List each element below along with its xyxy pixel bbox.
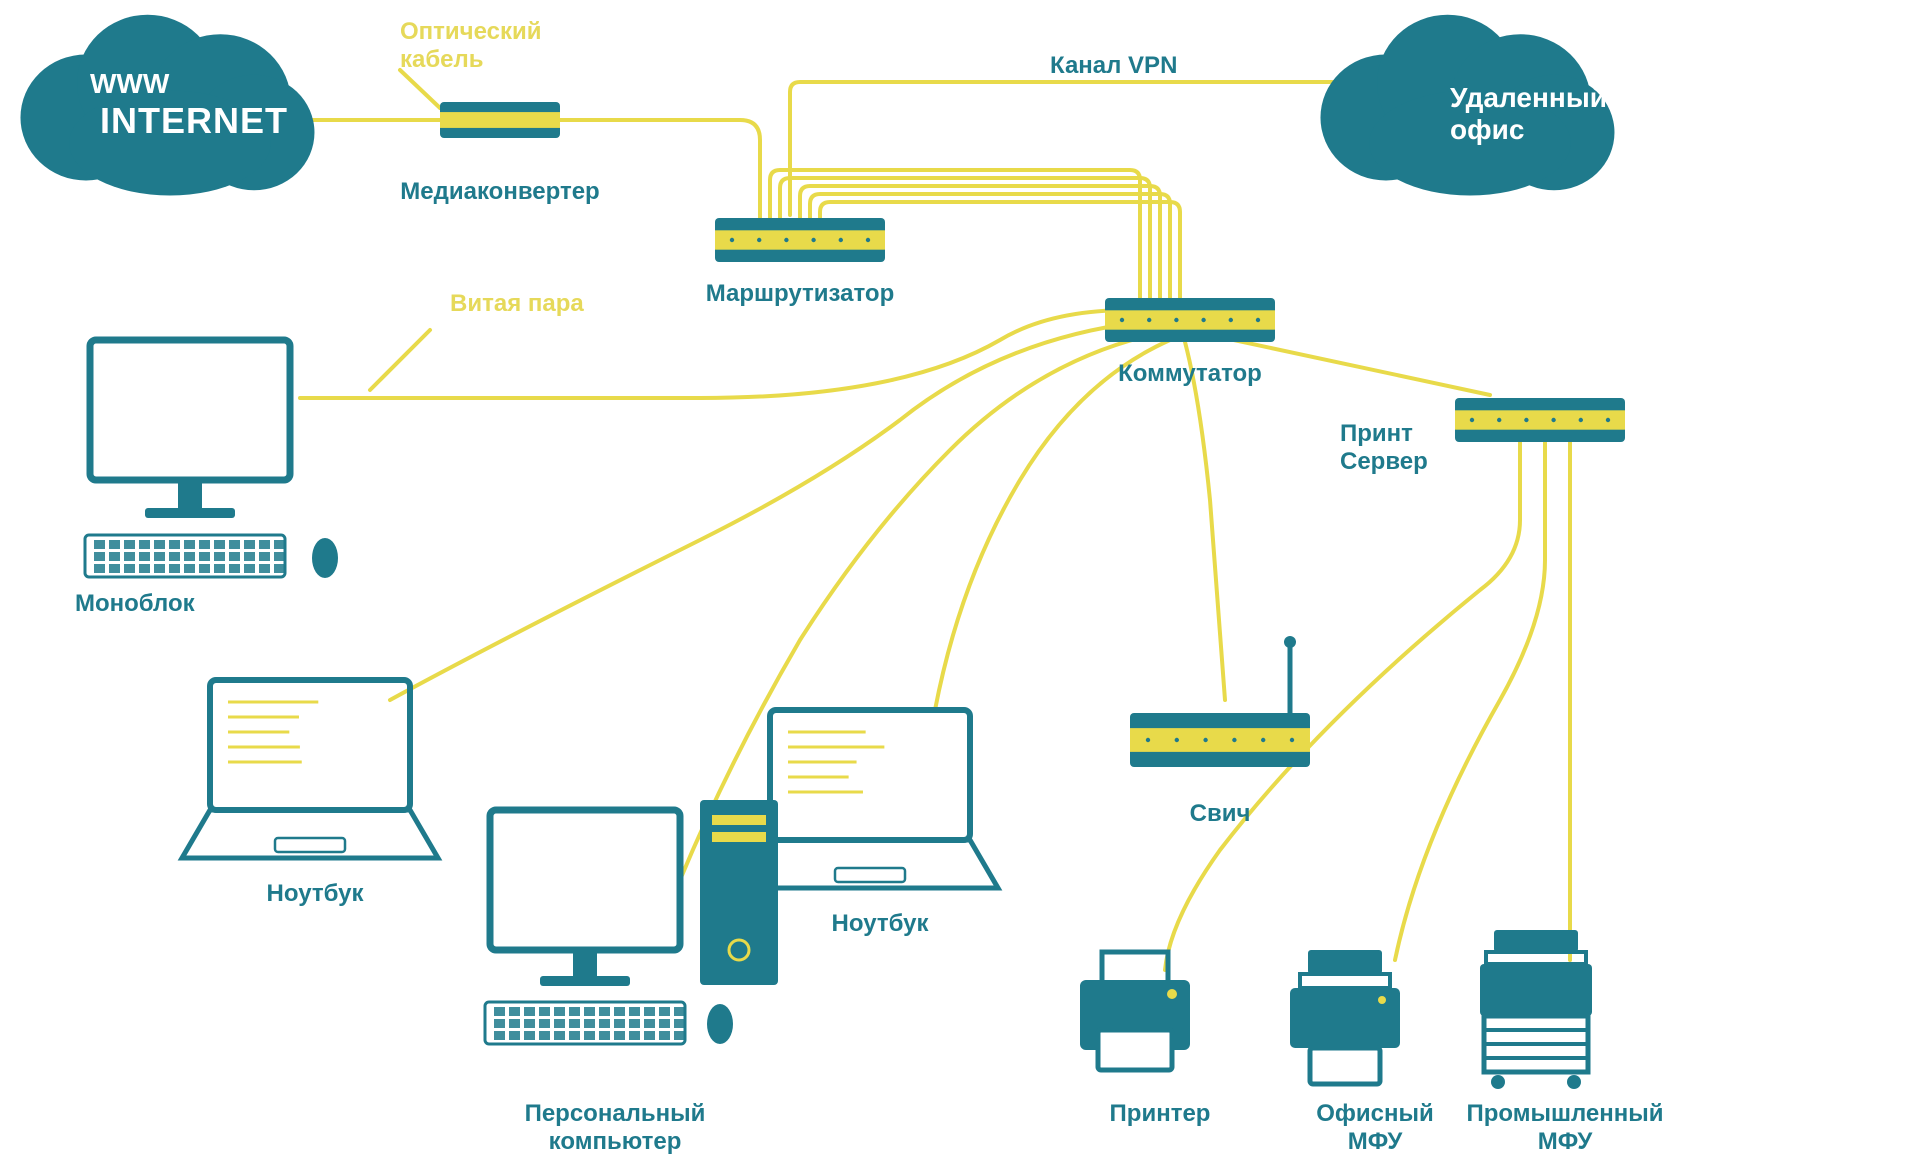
- internet-cloud-line1: WWW: [90, 68, 169, 100]
- remote-office-line1: Удаленный: [1450, 82, 1607, 114]
- pc-label-1: Персональный: [525, 1100, 706, 1128]
- router-label: Маршрутизатор: [706, 280, 895, 308]
- vpn-channel-label: Канал VPN: [1050, 52, 1177, 80]
- device-layer: [0, 0, 1920, 1168]
- wifi-switch-label: Свич: [1190, 800, 1251, 828]
- office-mfp-icon: [1290, 950, 1400, 1084]
- print-server-label-2: Сервер: [1340, 448, 1428, 476]
- laptop1-label: Ноутбук: [267, 880, 364, 908]
- monoblock-icon: [85, 340, 338, 578]
- desktop-pc-icon: [485, 800, 778, 1044]
- wifi-switch-icon: [1130, 713, 1310, 767]
- media-converter-label: Медиаконвертер: [400, 178, 599, 206]
- internet-cloud-line2: INTERNET: [100, 100, 288, 141]
- router-icon: [715, 218, 885, 262]
- laptop2-label: Ноутбук: [832, 910, 929, 938]
- print-server-label-1: Принт: [1340, 420, 1413, 448]
- printer-label: Принтер: [1110, 1100, 1211, 1128]
- network-diagram: WWW INTERNET Удаленный офис Оптический к…: [0, 0, 1920, 1168]
- print-server-icon: [1455, 398, 1625, 442]
- remote-office-line2: офис: [1450, 114, 1524, 146]
- media-converter-icon: [440, 102, 560, 138]
- fiber-cable-label: Оптический кабель: [400, 18, 542, 73]
- printer-icon: [1080, 952, 1190, 1070]
- office-mfp-label-1: Офисный: [1316, 1100, 1434, 1128]
- industrial-mfp-label-1: Промышленный: [1466, 1100, 1663, 1128]
- office-mfp-label-2: МФУ: [1348, 1128, 1403, 1156]
- laptop1-icon: [182, 680, 438, 858]
- laptop2-icon: [742, 710, 998, 888]
- core-switch-icon: [1105, 298, 1275, 342]
- industrial-mfp-label-2: МФУ: [1538, 1128, 1593, 1156]
- twisted-pair-label: Витая пара: [450, 290, 584, 318]
- monoblock-label: Моноблок: [75, 590, 195, 618]
- core-switch-label: Коммутатор: [1118, 360, 1262, 388]
- pc-label-2: компьютер: [549, 1128, 682, 1156]
- industrial-mfp-icon: [1480, 930, 1592, 1089]
